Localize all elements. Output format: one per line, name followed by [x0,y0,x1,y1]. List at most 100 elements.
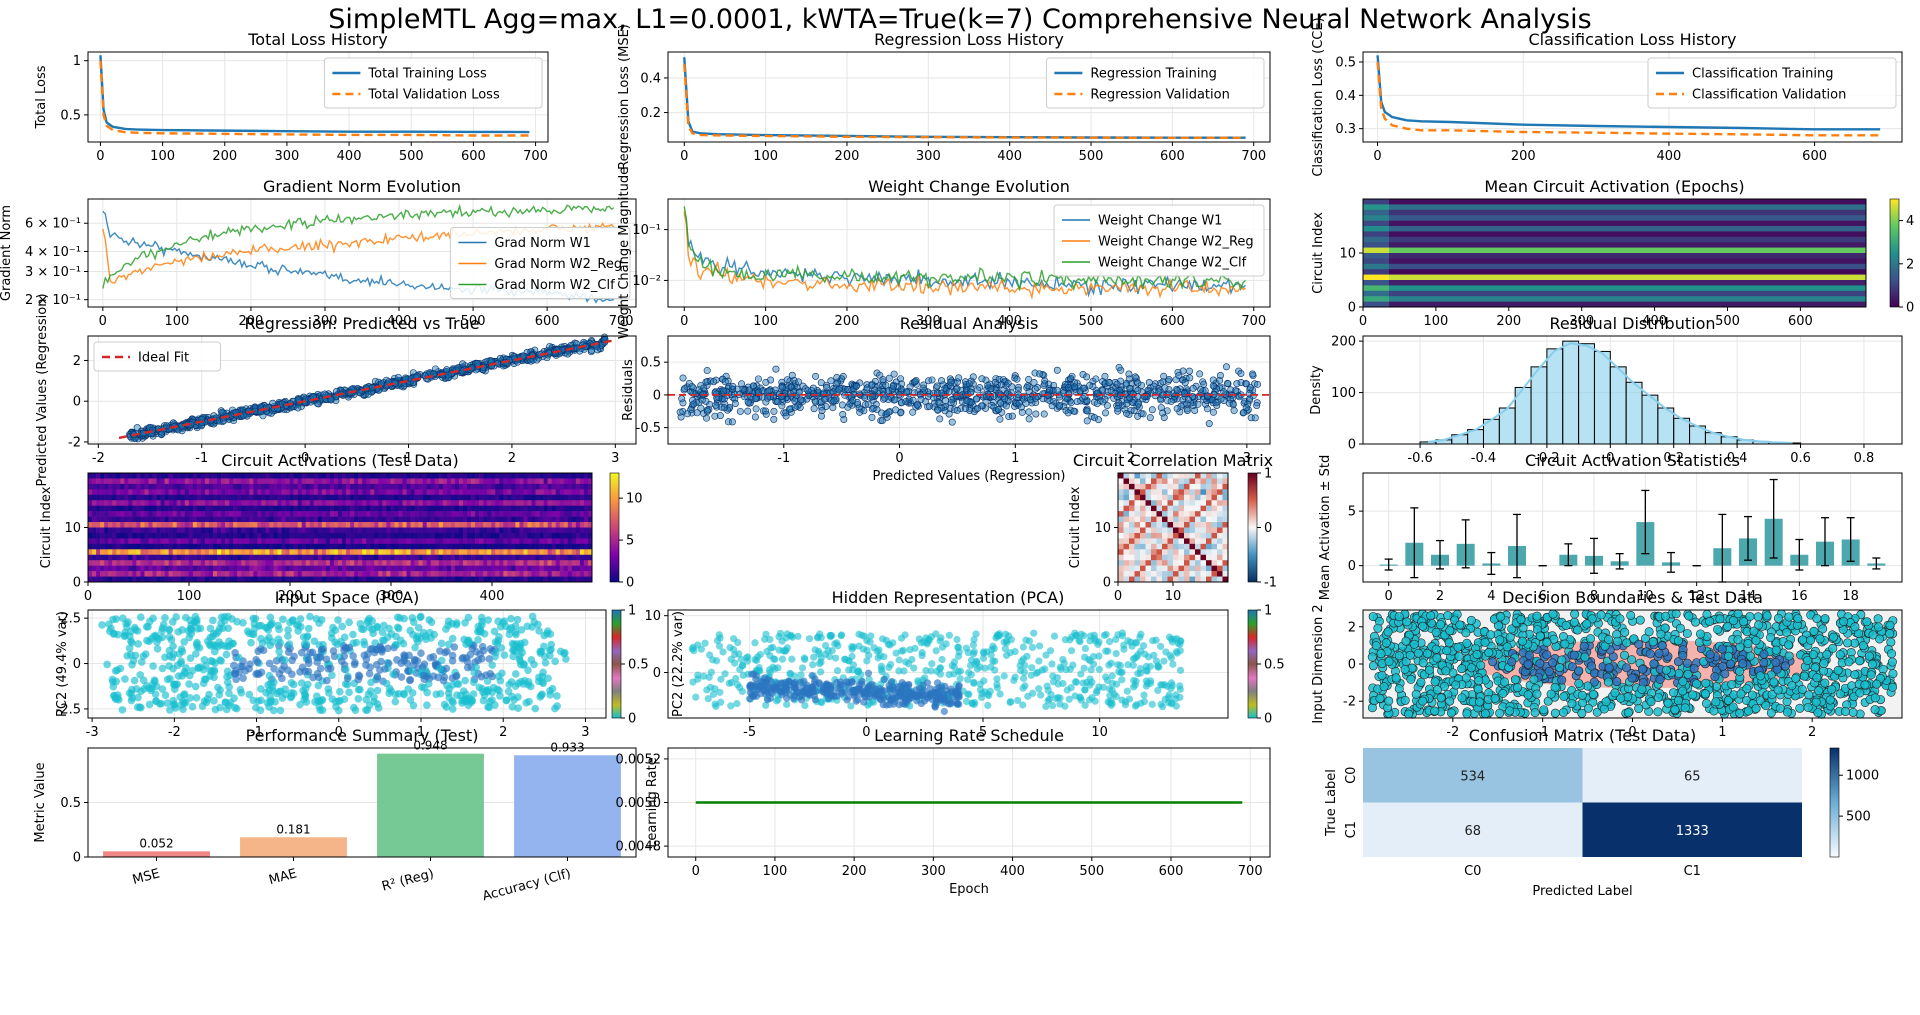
heatmap-cell [511,565,516,572]
histogram-bar [1593,350,1611,445]
scatter-point [1209,408,1217,416]
scatter-point [729,382,737,390]
heatmap-cell [229,494,234,501]
heatmap-cell [261,516,266,523]
x-tick-label: 100 [164,314,189,329]
heatmap-cell [333,538,339,545]
heatmap-cell [225,483,230,490]
heatmap-cell [575,554,581,561]
heatmap-cell [152,571,157,577]
heatmap-cell [362,543,367,550]
heatmap-cell [229,511,234,517]
heatmap-cell [281,560,286,566]
heatmap-cell [563,473,569,479]
heatmap-cell [277,560,282,566]
heatmap-cell [422,554,427,561]
heatmap-cell [495,522,500,528]
heatmap-cell [229,565,234,572]
heatmap-cell [164,571,169,577]
heatmap-cell [555,538,561,545]
heatmap-cell [531,516,536,523]
heatmap-cell [350,549,355,556]
heatmap-cell [543,483,548,490]
heatmap-cell [289,538,294,545]
heatmap-cell [579,511,585,517]
heatmap-cell [354,549,359,556]
corr-cell [1162,500,1168,506]
scatter-point [953,406,961,414]
heatmap-cell [390,483,395,490]
heatmap-cell [402,538,407,545]
heatmap-cell [362,532,367,539]
heatmap-cell [523,554,528,561]
heatmap-cell [140,549,145,556]
series-line-2 [102,203,615,289]
heatmap-cell [450,478,456,485]
heatmap-cell [136,522,141,528]
heatmap-cell [523,538,528,545]
heatmap-cell [100,576,105,583]
heatmap-cell [467,500,472,506]
heatmap-cell [458,489,464,496]
heatmap-cell [579,576,585,583]
heatmap-cell [148,549,153,556]
heatmap-cell [245,473,250,479]
heatmap-cell [406,565,411,572]
corr-cell [1145,494,1152,501]
heatmap-cell [120,554,125,561]
heatmap-cell [281,511,286,517]
heatmap-cell [414,516,419,523]
heatmap-cell [563,538,569,545]
heatmap-cell [221,560,226,566]
heatmap-cell [184,560,190,566]
heatmap-cell [535,543,540,550]
heatmap-cell [204,505,210,512]
heatmap-cell [233,549,238,556]
heatmap-cell [511,576,516,583]
heatmap-cell [358,576,363,583]
chart-title: Mean Circuit Activation (Epochs) [1484,177,1744,196]
corr-cell [1206,494,1212,501]
colorbar-tick-label: 4 [1906,214,1914,229]
heatmap-cell [108,473,113,479]
heatmap-cell [454,538,460,545]
heatmap-cell [342,483,347,490]
heatmap-cell [144,532,149,539]
heatmap-cell [394,554,399,561]
heatmap-cell [156,522,161,528]
heatmap-cell [233,565,238,572]
heatmap-cell [325,560,331,566]
scatter-point [1196,370,1204,378]
heatmap-cell [350,478,355,485]
heatmap-cell [112,571,117,577]
heatmap-cell [229,489,234,496]
heatmap-cell [321,522,327,528]
heatmap-cell [301,473,307,479]
heatmap-cell [144,511,149,517]
heatmap-cell [124,549,129,556]
heatmap-cell [192,473,198,479]
heatmap-cell [152,527,157,534]
heatmap-cell [144,538,149,545]
scatter-point [969,373,977,381]
corr-cell [1145,483,1152,490]
heatmap-cell [410,522,415,528]
heatmap-cell [543,511,548,517]
heatmap-cell [543,543,548,550]
heatmap-cell [479,549,484,556]
y-tick-label: 0.4 [640,71,661,86]
scatter-point [745,386,753,394]
heatmap-cell [471,511,476,517]
heatmap-cell [321,543,327,550]
scatter-point [770,415,778,423]
heatmap-cell [293,543,298,550]
heatmap-cell [200,494,206,501]
corr-cell [1184,473,1190,479]
heatmap-cell [253,576,258,583]
corr-cell [1173,494,1179,501]
heatmap-cell [559,571,565,577]
heatmap-cell [96,483,101,490]
heatmap-cell [108,489,113,496]
heatmap-cell [515,565,520,572]
heatmap-cell [370,565,375,572]
